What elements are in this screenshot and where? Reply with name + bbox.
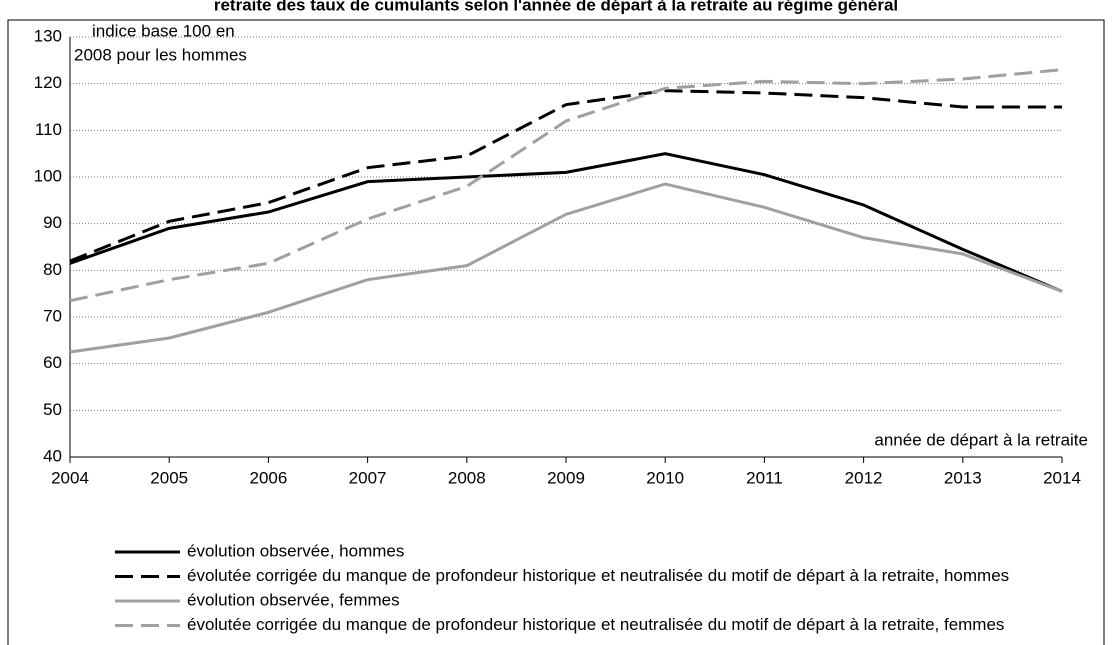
data-line: [69, 68, 1063, 303]
x-tick-label: 2011: [746, 468, 783, 487]
x-tick-label: 2013: [944, 468, 982, 487]
x-tick-label: 2009: [547, 468, 585, 487]
x-axis-label: année de départ à la retraite: [874, 430, 1088, 449]
y-tick-label: 120: [34, 73, 62, 92]
legend-label: évolutée corrigée du manque de profondeu…: [187, 615, 1004, 634]
x-tick-label: 2012: [845, 468, 883, 487]
legend-label: évolution observée, femmes: [187, 590, 400, 609]
y-tick-label: 80: [43, 260, 62, 279]
y-tick-label: 70: [43, 306, 62, 325]
chart-title: retraite des taux de cumulants selon l'a…: [214, 0, 898, 14]
x-tick-label: 2006: [249, 468, 287, 487]
data-line: [69, 89, 1062, 263]
y-tick-label: 90: [43, 213, 62, 232]
x-tick-label: 2014: [1043, 468, 1081, 487]
legend-label: évolutée corrigée du manque de profondeu…: [187, 566, 1009, 585]
y-tick-label: 40: [43, 446, 62, 465]
x-tick-label: 2010: [646, 468, 684, 487]
x-tick-label: 2007: [349, 468, 387, 487]
chart-frame: [7, 19, 1105, 645]
y-axis-label: indice base 100 en: [92, 21, 235, 40]
x-tick-label: 2004: [51, 468, 89, 487]
x-tick-label: 2008: [448, 468, 486, 487]
y-tick-label: 50: [43, 400, 62, 419]
legend-label: évolution observée, hommes: [187, 541, 404, 560]
y-tick-label: 110: [35, 120, 62, 139]
y-axis-label: 2008 pour les hommes: [74, 45, 247, 64]
data-line: [69, 152, 1063, 293]
y-tick-label: 60: [43, 353, 62, 372]
y-tick-label: 130: [34, 26, 62, 45]
data-line: [69, 182, 1063, 354]
y-tick-label: 100: [34, 166, 62, 185]
x-tick-label: 2005: [150, 468, 188, 487]
